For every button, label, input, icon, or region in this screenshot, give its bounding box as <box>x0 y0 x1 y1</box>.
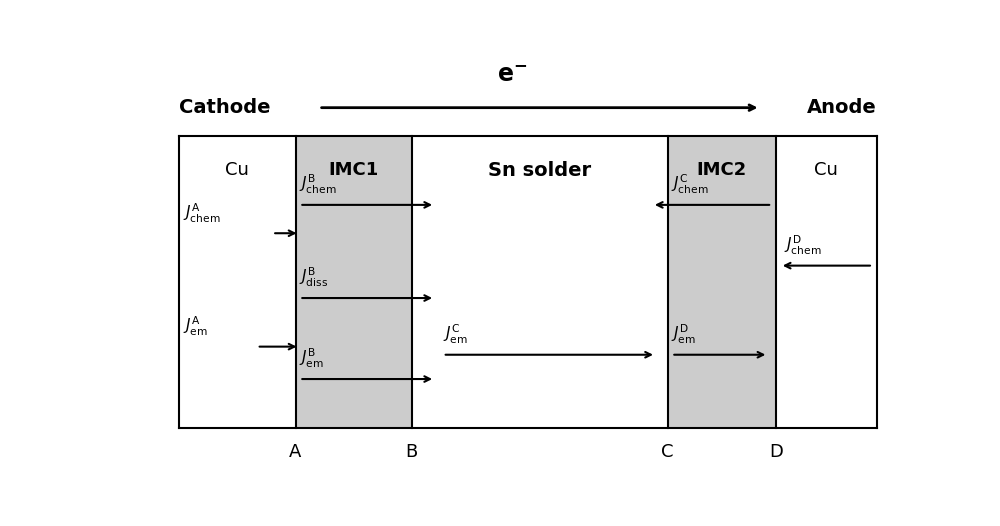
Text: Sn solder: Sn solder <box>488 161 591 180</box>
Text: B: B <box>406 443 418 461</box>
Text: Anode: Anode <box>807 98 877 117</box>
Text: $J^{\mathsf{C}}_{\mathsf{chem}}$: $J^{\mathsf{C}}_{\mathsf{chem}}$ <box>671 173 709 196</box>
Text: $J^{\mathsf{A}}_{\mathsf{em}}$: $J^{\mathsf{A}}_{\mathsf{em}}$ <box>183 315 208 338</box>
Text: A: A <box>289 443 302 461</box>
Text: $J^{\mathsf{B}}_{\mathsf{chem}}$: $J^{\mathsf{B}}_{\mathsf{chem}}$ <box>299 173 337 196</box>
Text: $\mathbf{e^{-}}$: $\mathbf{e^{-}}$ <box>497 63 528 87</box>
Text: Cathode: Cathode <box>179 98 271 117</box>
Text: Cu: Cu <box>225 161 249 179</box>
Text: $J^{\mathsf{D}}_{\mathsf{chem}}$: $J^{\mathsf{D}}_{\mathsf{chem}}$ <box>784 234 821 257</box>
Text: IMC2: IMC2 <box>697 161 747 179</box>
Bar <box>296 136 412 428</box>
Text: $J^{\mathsf{B}}_{\mathsf{em}}$: $J^{\mathsf{B}}_{\mathsf{em}}$ <box>299 347 324 370</box>
Text: C: C <box>661 443 674 461</box>
Text: $J^{\mathsf{B}}_{\mathsf{diss}}$: $J^{\mathsf{B}}_{\mathsf{diss}}$ <box>299 266 329 289</box>
Text: $J^{\mathsf{C}}_{\mathsf{em}}$: $J^{\mathsf{C}}_{\mathsf{em}}$ <box>443 323 468 346</box>
Text: IMC1: IMC1 <box>328 161 379 179</box>
Text: Cu: Cu <box>814 161 838 179</box>
Text: $J^{\mathsf{D}}_{\mathsf{em}}$: $J^{\mathsf{D}}_{\mathsf{em}}$ <box>671 323 696 346</box>
Text: D: D <box>769 443 783 461</box>
Text: $J^{\mathsf{A}}_{\mathsf{chem}}$: $J^{\mathsf{A}}_{\mathsf{chem}}$ <box>183 201 221 225</box>
Bar <box>668 136 776 428</box>
